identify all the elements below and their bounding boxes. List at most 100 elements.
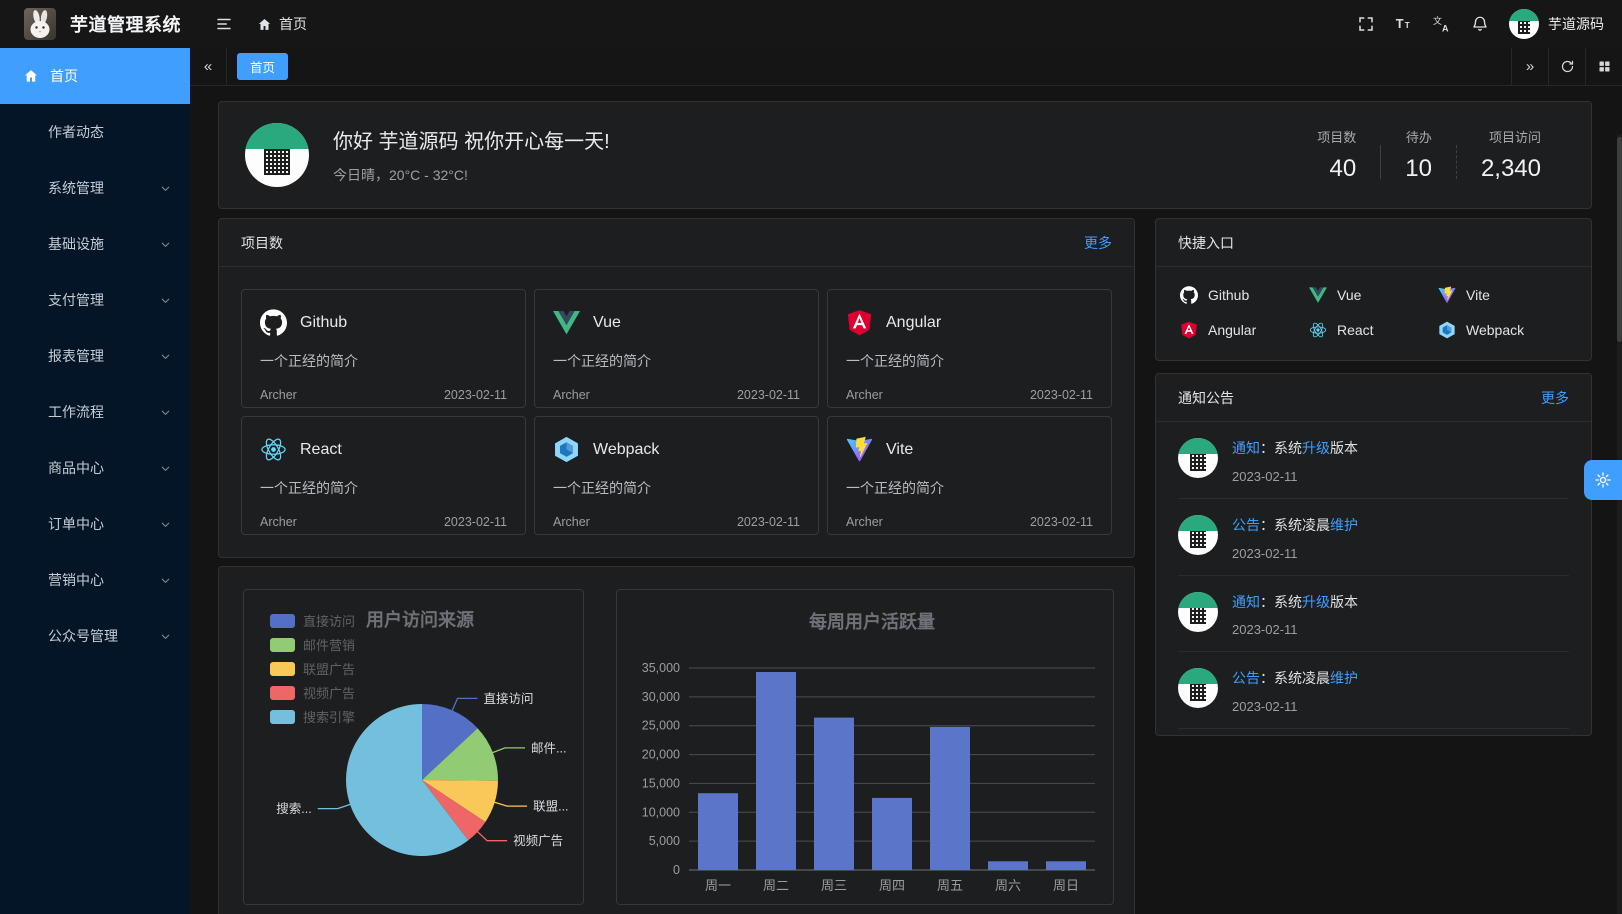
welcome-text: 你好 芋道源码 祝你开心每一天! 今日晴，20°C - 32°C!	[333, 125, 610, 185]
sidebar-item-label: 营销中心	[48, 572, 104, 588]
svg-text:周六: 周六	[995, 878, 1021, 893]
sidebar-item-payment[interactable]: 支付管理	[0, 272, 190, 328]
svg-text:15,000: 15,000	[642, 776, 680, 790]
project-card-webpack[interactable]: Webpack 一个正经的简介 Archer 2023-02-11	[534, 416, 819, 535]
project-name: Github	[300, 313, 348, 331]
project-card-vue[interactable]: Vue 一个正经的简介 Archer 2023-02-11	[534, 289, 819, 408]
app-title: 芋道管理系统	[70, 15, 181, 35]
angular-icon	[846, 309, 873, 336]
notice-body: 公告：系统凌晨维护 2023-02-11	[1232, 668, 1358, 714]
project-author: Archer	[260, 515, 297, 529]
sidebar-item-marketing[interactable]: 营销中心	[0, 552, 190, 608]
sidebar-item-system[interactable]: 系统管理	[0, 160, 190, 216]
shortcut-label: Github	[1208, 287, 1250, 303]
project-card-github[interactable]: Github 一个正经的简介 Archer 2023-02-11	[241, 289, 526, 408]
shortcut-vite[interactable]: Vite	[1438, 286, 1567, 304]
svg-text:周日: 周日	[1053, 878, 1079, 893]
layout-grid-icon[interactable]	[1585, 48, 1622, 85]
sidebar-collapse-icon[interactable]	[209, 9, 239, 39]
notice-item[interactable]: 公告：系统凌晨维护 2023-02-11	[1178, 652, 1569, 730]
project-card-header: Vite	[846, 436, 1093, 463]
sidebar-item-official-account[interactable]: 公众号管理	[0, 608, 190, 664]
sidebar-item-report[interactable]: 报表管理	[0, 328, 190, 384]
notice-body: 通知：系统升级版本 2023-02-11	[1232, 438, 1358, 484]
projects-grid: Github 一个正经的简介 Archer 2023-02-11 Vue 一个正经的简介 A…	[219, 267, 1134, 557]
bell-icon[interactable]	[1465, 9, 1495, 39]
user-menu[interactable]: 芋道源码	[1509, 9, 1604, 39]
chevron-down-icon	[159, 238, 172, 251]
chevron-down-icon	[159, 182, 172, 195]
vue-icon	[553, 309, 580, 336]
settings-gear-button[interactable]	[1584, 460, 1622, 500]
home-icon	[258, 18, 271, 30]
scrollbar[interactable]	[1617, 134, 1622, 914]
svg-text:20,000: 20,000	[642, 748, 680, 762]
welcome-card: 你好 芋道源码 祝你开心每一天! 今日晴，20°C - 32°C! 项目数 40 待…	[218, 101, 1592, 209]
stat-2: 待办 10	[1381, 127, 1456, 183]
sidebar-item-author-news[interactable]: 作者动态	[0, 104, 190, 160]
pie-chart: 用户访问来源直接访问邮件营销联盟广告视频广告搜索引擎直接访问邮件...联盟...…	[270, 609, 569, 856]
project-name: Vue	[593, 313, 621, 331]
sidebar-item-workflow[interactable]: 工作流程	[0, 384, 190, 440]
sidebar-item-product[interactable]: 商品中心	[0, 440, 190, 496]
svg-text:30,000: 30,000	[642, 690, 680, 704]
sidebar-item-label: 作者动态	[48, 124, 104, 140]
project-card-angular[interactable]: Angular 一个正经的简介 Archer 2023-02-11	[827, 289, 1112, 408]
project-description: 一个正经的简介	[846, 480, 944, 496]
shortcut-webpack[interactable]: Webpack	[1438, 321, 1567, 339]
projects-more-link[interactable]: 更多	[1084, 234, 1112, 251]
notice-date: 2023-02-11	[1232, 699, 1298, 715]
notice-item[interactable]: 通知：系统升级版本 2023-02-11	[1178, 422, 1569, 499]
page-content: 你好 芋道源码 祝你开心每一天! 今日晴，20°C - 32°C! 项目数 40 待…	[190, 86, 1622, 914]
projects-title: 项目数	[241, 234, 283, 251]
project-date: 2023-02-11	[1029, 388, 1093, 402]
shortcuts-title: 快捷入口	[1178, 234, 1234, 251]
svg-text:搜索引擎: 搜索引擎	[303, 710, 355, 725]
chevron-down-icon	[159, 462, 172, 475]
notice-text: 通知：系统升级版本	[1232, 440, 1358, 456]
gear-icon	[1595, 472, 1611, 488]
project-name: React	[300, 440, 342, 458]
project-card-vite[interactable]: Vite 一个正经的简介 Archer 2023-02-11	[827, 416, 1112, 535]
notice-date: 2023-02-11	[1232, 545, 1298, 561]
notice-item[interactable]: 公告：系统凌晨维护 2023-02-11	[1178, 499, 1569, 576]
svg-text:5,000: 5,000	[649, 834, 680, 848]
notice-more-link[interactable]: 更多	[1541, 389, 1569, 406]
tabs-scroll-left-icon[interactable]: «	[190, 48, 227, 85]
fullscreen-icon[interactable]	[1351, 9, 1381, 39]
project-footer: Archer 2023-02-11	[260, 388, 507, 402]
stat-3: 项目访问 2,340	[1457, 127, 1565, 183]
shortcut-angular[interactable]: Angular	[1180, 321, 1309, 339]
sidebar-item-order[interactable]: 订单中心	[0, 496, 190, 552]
svg-text:25,000: 25,000	[642, 719, 680, 733]
vite-icon	[1438, 286, 1456, 304]
tabs-scroll-right-icon[interactable]: »	[1511, 48, 1548, 85]
project-card-header: Angular	[846, 309, 1093, 336]
scrollbar-thumb[interactable]	[1617, 137, 1622, 342]
projects-panel: 项目数 更多 Github 一个正经的简介 Archer 2023-02-11 Vue 一…	[218, 218, 1135, 558]
project-footer: Archer 2023-02-11	[553, 515, 800, 529]
chevron-down-icon	[159, 294, 172, 307]
qr-avatar	[1178, 668, 1218, 709]
react-icon	[260, 436, 287, 463]
notice-body: 公告：系统凌晨维护 2023-02-11	[1232, 515, 1358, 561]
refresh-icon[interactable]	[1548, 48, 1585, 85]
chevron-down-icon	[159, 406, 172, 419]
sidebar-item-home[interactable]: 首页	[0, 48, 190, 104]
notice-item[interactable]: 通知：系统升级版本 2023-02-11	[1178, 576, 1569, 653]
shortcut-label: Webpack	[1466, 322, 1525, 338]
shortcut-react[interactable]: React	[1309, 321, 1438, 339]
svg-text:0: 0	[673, 863, 680, 877]
shortcut-github[interactable]: Github	[1180, 286, 1309, 304]
welcome-stats: 项目数 40 待办 10 项目访问 2,340	[1293, 127, 1565, 183]
sidebar-item-infrastructure[interactable]: 基础设施	[0, 216, 190, 272]
tab-home[interactable]: 首页	[237, 53, 289, 80]
shortcut-vue[interactable]: Vue	[1309, 286, 1438, 304]
breadcrumb[interactable]: 首页	[257, 14, 307, 34]
project-card-react[interactable]: React 一个正经的简介 Archer 2023-02-11	[241, 416, 526, 535]
sidebar-item-label: 系统管理	[48, 180, 104, 196]
project-date: 2023-02-11	[443, 515, 507, 529]
project-card-header: Github	[260, 309, 507, 336]
